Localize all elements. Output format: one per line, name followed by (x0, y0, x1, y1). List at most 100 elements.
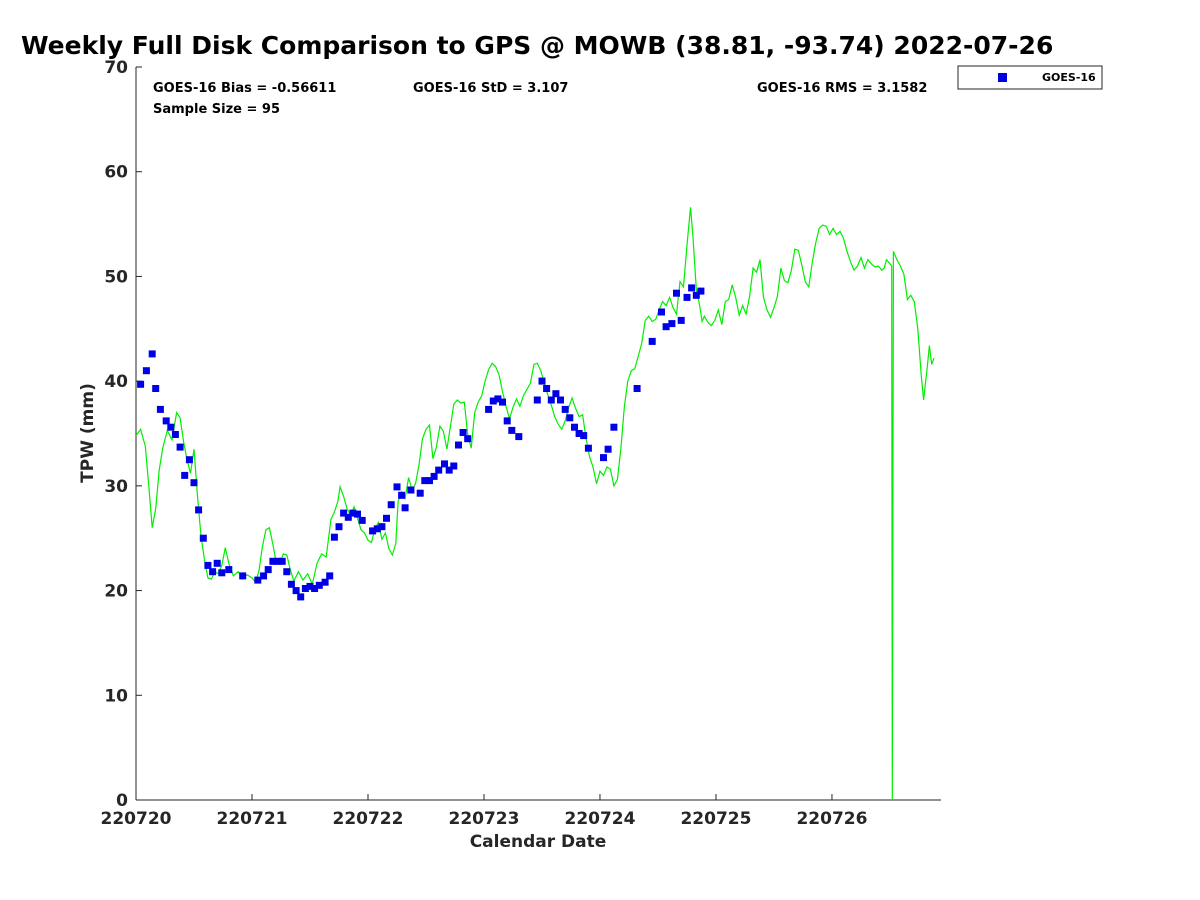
x-tick-label: 220725 (680, 809, 751, 829)
goes-point (171, 431, 179, 438)
x-axis-label: Calendar Date (470, 832, 607, 852)
goes-point (369, 527, 377, 535)
y-tick-label: 10 (104, 686, 128, 706)
goes-point (692, 291, 700, 299)
goes-point (260, 572, 268, 580)
goes-point (584, 444, 592, 452)
sample-size-stat: Sample Size = 95 (153, 102, 280, 117)
goes-point (455, 441, 462, 449)
y-tick-label: 20 (104, 582, 128, 602)
goes-point (344, 513, 352, 521)
goes-point (326, 572, 334, 580)
goes-point (662, 323, 670, 331)
goes-point (430, 472, 438, 480)
goes-point (508, 426, 516, 434)
goes-point (450, 462, 458, 470)
goes-point (254, 576, 262, 584)
goes-point (137, 380, 145, 388)
x-tick-label: 220724 (564, 809, 635, 829)
goes-point (648, 337, 656, 345)
goes-point (264, 566, 272, 574)
goes-point (677, 316, 685, 324)
y-tick-label: 0 (116, 791, 128, 811)
goes-point (142, 367, 150, 375)
goes-point (278, 557, 286, 565)
goes-point (218, 569, 226, 577)
goes-point (499, 398, 506, 406)
gps-line (135, 207, 935, 801)
goes-point (239, 572, 247, 580)
goes-point (557, 396, 564, 404)
goes-point (373, 525, 381, 533)
goes-point (181, 471, 189, 479)
y-tick-label: 50 (104, 267, 128, 287)
goes-series (137, 284, 705, 601)
goes-point (190, 479, 198, 487)
goes-point (209, 568, 217, 576)
goes-point (199, 534, 207, 542)
goes-point (167, 423, 175, 431)
goes-point (401, 504, 409, 512)
y-tick-label: 40 (104, 372, 128, 392)
legend-marker-goes (998, 73, 1007, 82)
goes-point (421, 477, 429, 485)
goes-point (311, 585, 319, 592)
goes-point (697, 287, 705, 295)
x-tick-label: 220726 (796, 809, 867, 829)
goes-point (464, 435, 472, 443)
goes-point (683, 293, 691, 301)
goes-point (407, 486, 415, 494)
goes-point (378, 523, 386, 531)
goes-point (283, 568, 291, 576)
x-tick-label: 220720 (101, 809, 172, 829)
goes-point (358, 516, 366, 524)
goes-point (561, 405, 569, 413)
goes-point (566, 414, 574, 422)
goes-point (204, 561, 212, 569)
y-ticks: 0 10 20 30 40 50 60 70 (104, 58, 142, 811)
goes-point (354, 510, 361, 518)
goes-point (494, 395, 502, 403)
goes-point (547, 396, 555, 404)
goes-point (335, 523, 343, 531)
x-tick-label: 220722 (332, 809, 403, 829)
goes-point (571, 423, 578, 431)
goes-point (398, 491, 406, 499)
goes-point (306, 582, 314, 590)
goes-point (600, 454, 607, 462)
goes-point (152, 385, 160, 392)
std-stat: GOES-16 StD = 3.107 (413, 81, 568, 96)
goes-point (459, 429, 467, 436)
y-tick-label: 60 (104, 163, 128, 183)
plot-area (135, 67, 941, 801)
goes-point (156, 405, 164, 413)
goes-point (543, 385, 551, 392)
goes-point (301, 585, 309, 592)
goes-point (580, 432, 588, 440)
goes-point (538, 377, 546, 385)
x-ticks: 220720 220721 220722 220723 220724 220725 2207… (101, 794, 867, 829)
rms-stat: GOES-16 RMS = 3.1582 (757, 81, 927, 96)
goes-point (604, 445, 612, 453)
chart-title: Weekly Full Disk Comparison to GPS @ MOW… (21, 31, 1053, 60)
goes-point (688, 284, 696, 292)
goes-point (610, 423, 618, 431)
legend-label-goes: GOES-16 (1042, 71, 1096, 84)
x-tick-label: 220721 (217, 809, 288, 829)
bias-stat: GOES-16 Bias = -0.56611 (153, 81, 336, 96)
goes-point (515, 433, 523, 441)
goes-point (426, 477, 433, 485)
legend: GOES-16 (957, 65, 1103, 90)
goes-point (269, 557, 277, 565)
goes-point (633, 385, 641, 392)
goes-point (435, 466, 443, 474)
gps-series (135, 207, 935, 801)
goes-point (330, 533, 338, 541)
y-tick-label: 30 (104, 477, 128, 497)
goes-point (185, 456, 193, 464)
goes-point (315, 581, 323, 589)
goes-point (416, 489, 424, 497)
goes-point (213, 559, 221, 567)
goes-point (668, 320, 676, 328)
goes-point (349, 509, 357, 517)
